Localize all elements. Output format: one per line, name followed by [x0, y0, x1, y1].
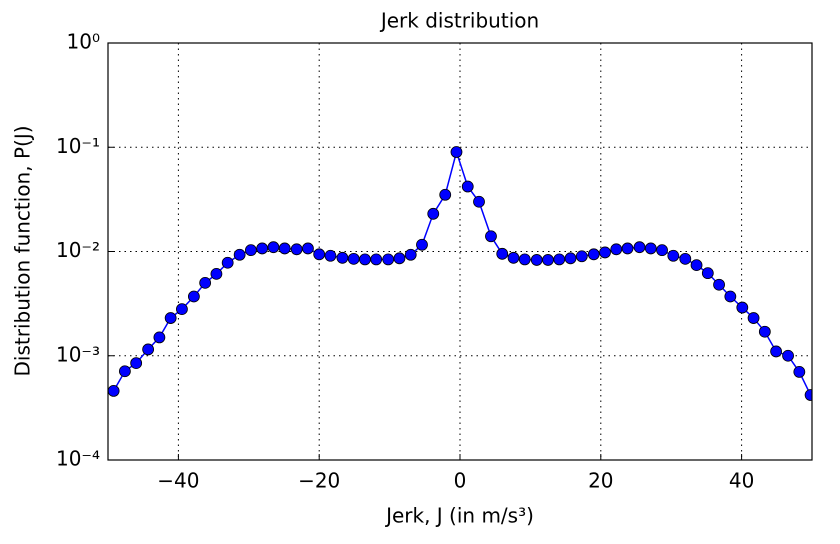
data-point: [793, 365, 806, 378]
data-point: [130, 357, 143, 370]
data-point: [713, 278, 725, 291]
data-point: [724, 290, 737, 303]
data-point: [416, 238, 428, 251]
data-point: [542, 254, 554, 266]
data-point: [359, 253, 371, 266]
y-tick-label: 10⁰: [67, 30, 100, 54]
data-point: [313, 248, 326, 261]
y-tick-label: 10⁻³: [56, 342, 100, 366]
data-point: [187, 290, 200, 303]
data-point: [644, 242, 657, 255]
data-point: [256, 242, 269, 255]
data-point: [770, 345, 782, 358]
data-point: [439, 188, 452, 201]
data-point: [245, 244, 257, 257]
data-point: [575, 250, 588, 263]
x-tick-label: 20: [588, 469, 613, 493]
data-point: [656, 244, 668, 257]
data-point: [473, 195, 485, 208]
chart-title: Jerk distribution: [379, 9, 539, 33]
data-point: [610, 243, 623, 256]
data-point: [553, 253, 566, 266]
data-point: [667, 249, 680, 262]
data-point: [199, 276, 212, 289]
data-point: [633, 241, 646, 254]
data-point: [404, 248, 417, 261]
data-point: [804, 389, 812, 401]
data-point: [290, 243, 303, 256]
data-point: [233, 248, 246, 261]
y-tick-label: 10⁻²: [56, 238, 100, 262]
data-point: [427, 207, 440, 220]
data-point: [393, 252, 406, 265]
y-tick-label: 10⁻¹: [56, 134, 100, 158]
data-point: [108, 385, 120, 397]
data-point: [518, 253, 531, 266]
x-tick-label: −20: [298, 469, 340, 493]
x-tick-label: −40: [157, 469, 199, 493]
data-point: [599, 246, 611, 259]
data-point: [324, 249, 337, 262]
data-point: [461, 180, 474, 193]
data-point: [587, 248, 600, 261]
data-point: [507, 251, 520, 264]
data-point: [142, 343, 155, 356]
data-point: [450, 146, 463, 158]
data-point: [679, 252, 692, 265]
data-point: [758, 325, 771, 338]
x-axis-label: Jerk, J (in m/s³): [384, 504, 534, 528]
data-point: [690, 259, 703, 272]
data-point: [736, 301, 749, 314]
data-point: [153, 331, 166, 344]
data-point: [621, 242, 634, 255]
data-point: [221, 256, 234, 269]
data-point: [530, 254, 543, 266]
data-point: [210, 267, 223, 280]
data-point: [118, 365, 131, 378]
x-tick-label: 40: [729, 469, 754, 493]
data-point: [747, 312, 760, 324]
y-tick-label: 10⁻⁴: [56, 447, 100, 471]
data-point: [485, 230, 497, 243]
data-point: [267, 241, 280, 254]
data-point: [782, 349, 794, 362]
data-point: [496, 247, 509, 260]
data-point: [302, 242, 314, 255]
y-axis-label: Distribution function, P(J): [11, 125, 35, 376]
data-point: [176, 303, 188, 316]
x-tick-label: 0: [454, 469, 467, 493]
data-point: [382, 253, 395, 266]
data-point: [564, 252, 577, 265]
data-point: [701, 267, 714, 280]
data-point: [164, 312, 177, 324]
data-point: [278, 242, 291, 255]
plot-frame: [107, 42, 813, 461]
data-point: [347, 252, 360, 265]
data-point: [370, 253, 383, 266]
data-point: [336, 251, 349, 264]
